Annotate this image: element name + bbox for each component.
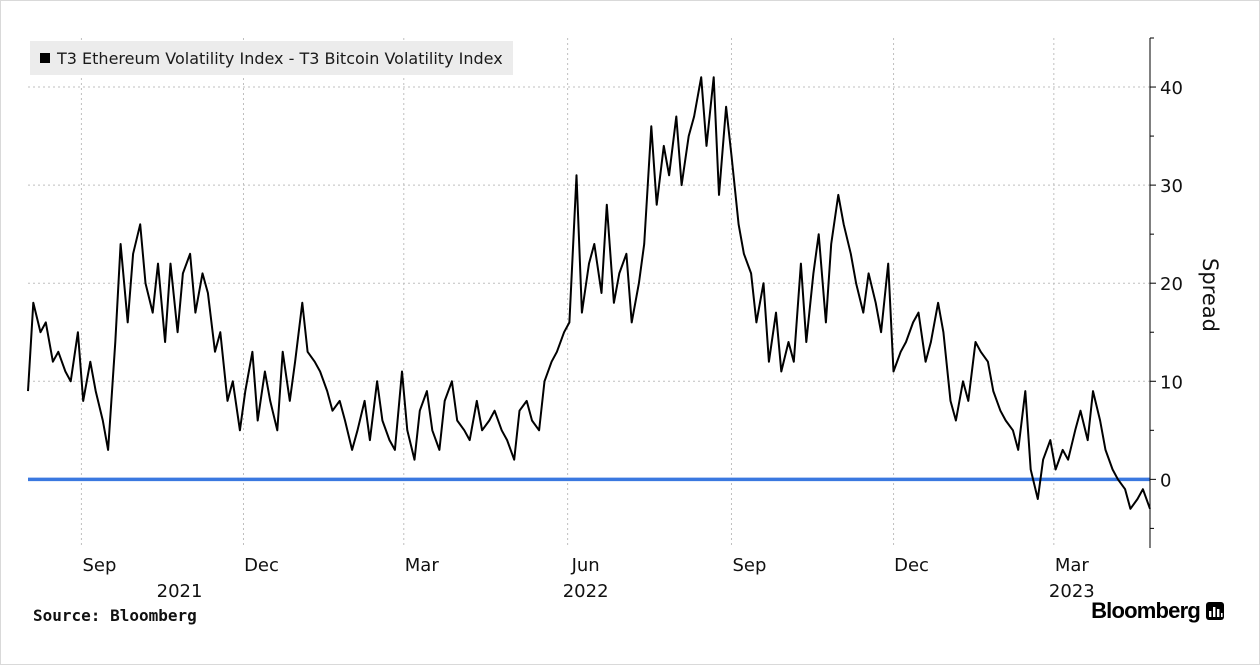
x-year-label: 2022 — [563, 581, 609, 602]
brand-logo-text: Bloomberg — [1091, 598, 1201, 623]
series-lines — [27, 76, 1151, 510]
y-tick-label: 40 — [1160, 78, 1183, 99]
x-tick-label: Sep — [82, 555, 116, 576]
x-tick-label: Mar — [405, 555, 440, 576]
x-tick-label: Mar — [1055, 555, 1090, 576]
x-year-label: 2021 — [157, 581, 203, 602]
y-axis-label: Spread — [1198, 258, 1222, 332]
legend-swatch — [40, 53, 50, 63]
x-tick-label: Jun — [571, 555, 600, 576]
x-year-label: 2023 — [1049, 581, 1095, 602]
y-tick-label: 30 — [1160, 176, 1183, 197]
grid-lines — [28, 38, 1150, 548]
legend[interactable]: T3 Ethereum Volatility Index - T3 Bitcoi… — [30, 41, 513, 75]
x-tick-label: Dec — [244, 555, 279, 576]
legend-label: T3 Ethereum Volatility Index - T3 Bitcoi… — [57, 48, 503, 68]
y-tick-label: 20 — [1160, 274, 1183, 295]
y-axis: 0 10 20 30 40 — [1149, 37, 1183, 548]
y-tick-label: 10 — [1160, 372, 1183, 393]
source-label: Source: Bloomberg — [33, 606, 197, 625]
y-tick-label: 0 — [1160, 470, 1171, 491]
bloomberg-logo-icon — [1206, 602, 1224, 620]
series-line — [27, 76, 1151, 510]
x-tick-label: Sep — [733, 555, 767, 576]
x-axis: Sep Dec Mar Jun Sep Dec Mar 2021 2022 2023 — [82, 555, 1094, 602]
x-tick-label: Dec — [894, 555, 929, 576]
bloomberg-brand: Bloomberg — [1091, 598, 1224, 624]
